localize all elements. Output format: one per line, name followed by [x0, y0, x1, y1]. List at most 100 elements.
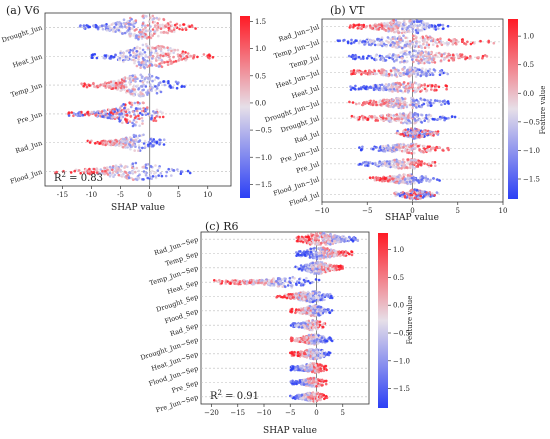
shap-point	[160, 58, 163, 62]
shap-point	[304, 279, 308, 283]
panel-a-r2-annotation: R2 = 0.83	[54, 171, 103, 184]
shap-point	[304, 239, 308, 243]
shap-point	[350, 38, 353, 42]
shap-point	[304, 235, 308, 239]
shap-point	[411, 135, 415, 138]
shap-point	[446, 24, 450, 28]
shap-point	[132, 34, 135, 37]
shap-point	[401, 57, 404, 60]
shap-point	[427, 162, 431, 165]
shap-point	[279, 282, 283, 286]
shap-point	[170, 61, 174, 65]
shap-point	[354, 39, 357, 42]
shap-point	[387, 86, 390, 90]
shap-point	[154, 119, 158, 123]
shap-point	[127, 81, 131, 84]
shap-point	[324, 255, 328, 259]
shap-point	[93, 53, 97, 56]
shap-point	[351, 239, 355, 243]
shap-point	[397, 45, 401, 49]
shap-point	[387, 72, 391, 76]
shap-point	[125, 176, 128, 180]
shap-point	[318, 265, 322, 269]
shap-point	[125, 139, 129, 143]
shap-point	[126, 89, 129, 93]
colorbar-tick-label: −0.5	[523, 118, 540, 126]
colorbar-tick-label: 0.5	[255, 72, 266, 80]
shap-point	[398, 35, 402, 38]
shap-point	[385, 44, 388, 48]
shap-point	[105, 29, 109, 32]
shap-point	[103, 166, 106, 170]
shap-point	[372, 99, 376, 103]
shap-point	[414, 161, 418, 165]
shap-point	[119, 51, 122, 55]
shap-point	[356, 69, 359, 72]
shap-point	[378, 100, 381, 103]
shap-point	[388, 52, 392, 56]
shap-point	[408, 134, 412, 137]
shap-point	[78, 110, 81, 114]
shap-point	[109, 82, 113, 86]
shap-point	[420, 84, 423, 87]
shap-point	[371, 176, 375, 179]
shap-point	[142, 133, 145, 137]
shap-point	[180, 85, 183, 88]
shap-point	[366, 117, 370, 121]
shap-point	[149, 16, 152, 20]
shap-point	[402, 145, 405, 149]
shap-point	[429, 98, 433, 102]
shap-point	[492, 41, 496, 45]
shap-point	[158, 64, 161, 68]
shap-point	[127, 176, 131, 180]
shap-point	[412, 20, 416, 24]
shap-point	[434, 41, 437, 44]
shap-point	[377, 43, 380, 47]
shap-point	[109, 80, 113, 84]
shap-point	[141, 22, 145, 25]
shap-point	[356, 27, 360, 30]
shap-point	[432, 177, 436, 180]
panel-b-xlabel: SHAP value	[385, 213, 439, 223]
shap-point	[149, 30, 152, 33]
shap-point	[139, 33, 143, 36]
shap-point	[317, 278, 321, 282]
shap-point	[406, 82, 410, 85]
shap-point	[403, 100, 407, 103]
shap-point	[147, 35, 151, 39]
shap-point	[397, 72, 401, 76]
shap-point	[102, 24, 106, 27]
shap-point	[435, 191, 439, 194]
shap-point	[120, 32, 124, 35]
shap-point	[417, 49, 421, 53]
shap-point	[349, 69, 353, 73]
panel-b-colorbar-label: Feature value	[539, 86, 547, 135]
shap-point	[324, 236, 328, 239]
shap-point	[150, 177, 153, 180]
shap-point	[305, 263, 309, 267]
shap-point	[368, 69, 371, 72]
shap-point	[390, 22, 393, 26]
shap-point	[211, 56, 215, 59]
shap-point	[215, 279, 218, 283]
shap-point	[423, 130, 426, 133]
shap-point	[120, 84, 123, 87]
shap-point	[181, 55, 185, 58]
shap-point	[452, 38, 455, 41]
shap-point	[295, 283, 298, 287]
shap-point	[411, 99, 415, 103]
shap-point	[422, 23, 426, 27]
shap-point	[169, 47, 172, 50]
shap-point	[141, 43, 145, 47]
shap-point	[301, 240, 305, 244]
shap-point	[159, 110, 162, 113]
shap-point	[192, 55, 196, 59]
shap-point	[139, 85, 143, 88]
shap-point	[158, 138, 161, 142]
shap-point	[379, 103, 382, 106]
shap-point	[137, 58, 140, 61]
shap-point	[134, 177, 137, 181]
shap-point	[184, 27, 187, 30]
x-tick-label: 10	[499, 207, 508, 215]
shap-point	[395, 100, 399, 104]
